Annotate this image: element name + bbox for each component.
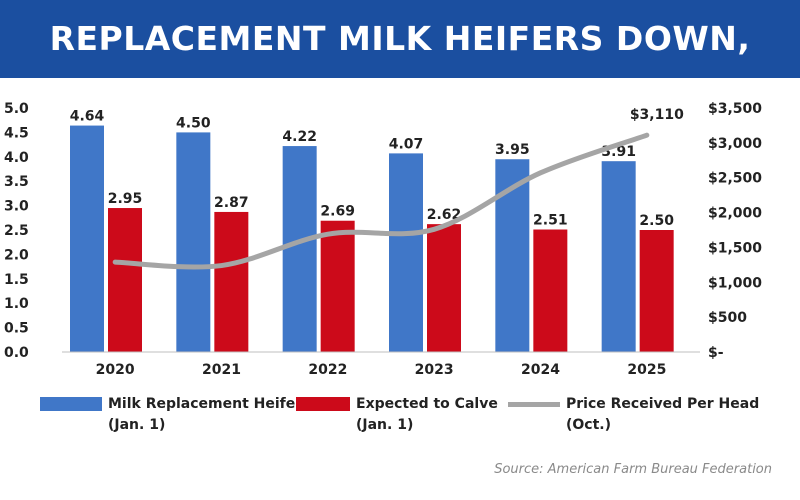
legend-label-calve: Expected to Calve — [356, 396, 498, 412]
chart-title: REPLACEMENT MILK HEIFERS DOWN, PRICES UP — [49, 19, 751, 136]
legend-item-heifers: Milk Replacement Heifers (Jan. 1) — [40, 394, 311, 436]
left-axis-tick-label: 4.5 — [4, 125, 29, 141]
x-axis-tick-label: 2023 — [415, 362, 454, 378]
data-label-heifers: 4.07 — [389, 136, 424, 152]
x-axis-tick-label: 2021 — [202, 362, 241, 378]
x-axis-tick-label: 2024 — [521, 362, 560, 378]
bar-heifers — [176, 132, 211, 352]
x-axis-tick-label: 2022 — [308, 362, 347, 378]
legend-label-heifers: Milk Replacement Heifers — [108, 396, 311, 412]
x-axis-tick-label: 2020 — [96, 362, 135, 378]
right-axis-tick-label: $3,500 — [708, 101, 762, 117]
legend-sublabel-calve: (Jan. 1) — [356, 417, 414, 433]
left-axis-tick-label: 1.5 — [4, 272, 29, 288]
right-axis-tick-label: $1,000 — [708, 275, 762, 291]
data-label-heifers: 4.50 — [176, 115, 211, 131]
legend-sublabel-heifers: (Jan. 1) — [108, 417, 166, 433]
data-label-heifers: 3.95 — [495, 142, 530, 158]
bar-calve — [320, 220, 355, 352]
right-axis-tick-label: $3,000 — [708, 136, 762, 152]
legend-item-calve: Expected to Calve (Jan. 1) — [296, 394, 498, 436]
bar-calve — [108, 208, 142, 352]
data-label-calve: 2.62 — [427, 207, 462, 223]
data-label-heifers: 4.64 — [70, 109, 105, 125]
legend-swatch-calve — [296, 397, 350, 411]
left-axis-tick-label: 3.5 — [4, 174, 29, 190]
data-label-calve: 2.50 — [639, 213, 674, 229]
legend-swatch-price — [508, 401, 560, 407]
title-banner: REPLACEMENT MILK HEIFERS DOWN, PRICES UP — [0, 0, 800, 136]
right-axis-tick-label: $2,500 — [708, 171, 762, 187]
right-axis-tick-label: $500 — [708, 310, 747, 326]
data-label-calve: 2.95 — [108, 191, 143, 207]
bar-calve — [533, 229, 568, 352]
chart-area: 0.0 0.5 1.0 1.5 2.0 2.5 3.0 3.5 4.0 4.5 5.0 $- $500 $… — [4, 101, 762, 378]
left-axis-tick-label: 1.0 — [4, 296, 29, 312]
legend-swatch-heifers — [40, 397, 102, 411]
legend-item-price: Price Received Per Head (Oct.) — [508, 394, 759, 436]
price-end-label: $3,110 — [630, 107, 684, 123]
left-axis-tick-label: 4.0 — [4, 150, 29, 166]
right-axis-tick-label: $- — [708, 345, 724, 361]
data-label-calve: 2.51 — [533, 213, 568, 229]
source-note: Source: American Farm Bureau Federation — [494, 462, 772, 477]
data-label-calve: 2.87 — [214, 195, 249, 211]
left-axis-tick-label: 2.5 — [4, 223, 29, 239]
bar-heifers — [282, 146, 317, 352]
bar-calve — [214, 211, 249, 352]
left-axis-tick-label: 0.5 — [4, 321, 29, 337]
x-axis-tick-label: 2025 — [627, 362, 666, 378]
bar-heifers — [389, 153, 423, 352]
price-line — [112, 132, 650, 270]
left-axis-tick-label: 3.0 — [4, 199, 29, 215]
data-label-heifers: 4.22 — [282, 129, 317, 145]
left-axis-tick-label: 5.0 — [4, 101, 29, 117]
data-label-calve: 2.69 — [320, 204, 355, 220]
right-axis-tick-label: $1,500 — [708, 240, 762, 256]
legend-label-price: Price Received Per Head — [566, 396, 760, 412]
bar-heifers — [601, 161, 636, 352]
bar-calve — [427, 224, 461, 352]
left-axis-tick-label: 0.0 — [4, 345, 29, 361]
bar-calve — [639, 230, 674, 352]
bar-heifers — [70, 125, 104, 353]
right-axis-tick-label: $2,000 — [708, 206, 762, 222]
left-axis-tick-label: 2.0 — [4, 247, 29, 263]
legend-sublabel-price: (Oct.) — [566, 417, 612, 433]
bar-heifers — [495, 159, 530, 352]
